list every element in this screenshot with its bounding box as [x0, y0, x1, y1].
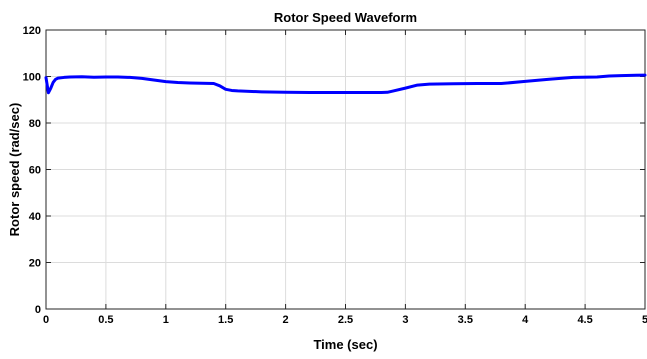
- rotor-speed-series-line: [44, 73, 647, 95]
- y-tick-label: 60: [29, 165, 41, 177]
- x-tick-label: 4.5: [577, 314, 592, 326]
- x-axis-title: Time (sec): [313, 337, 377, 352]
- y-tick-label: 120: [23, 25, 41, 37]
- x-tick-label: 2: [283, 314, 289, 326]
- y-tick-label: 20: [29, 258, 41, 270]
- y-axis-title: Rotor speed (rad/sec): [7, 103, 22, 237]
- x-axis-ticks: 0 0.5 1 1.5 2 2.5 3 3.5 4 4.5 5: [43, 30, 647, 326]
- x-tick-label: 3: [402, 314, 408, 326]
- chart-title: Rotor Speed Waveform: [274, 10, 417, 25]
- x-tick-label: 3.5: [458, 314, 473, 326]
- x-tick-label: 0: [43, 314, 49, 326]
- x-tick-label: 0.5: [98, 314, 113, 326]
- x-tick-label: 1.5: [218, 314, 233, 326]
- series-layer: [44, 73, 647, 95]
- y-tick-label: 40: [29, 211, 41, 223]
- y-tick-label: 0: [35, 304, 41, 316]
- x-tick-label: 2.5: [338, 314, 353, 326]
- x-tick-label: 5: [642, 314, 647, 326]
- y-tick-label: 80: [29, 118, 41, 130]
- y-axis-ticks: 0 20 40 60 80 100 120: [23, 25, 645, 316]
- y-tick-label: 100: [23, 72, 41, 84]
- x-tick-label: 1: [163, 314, 169, 326]
- x-tick-label: 4: [522, 314, 529, 326]
